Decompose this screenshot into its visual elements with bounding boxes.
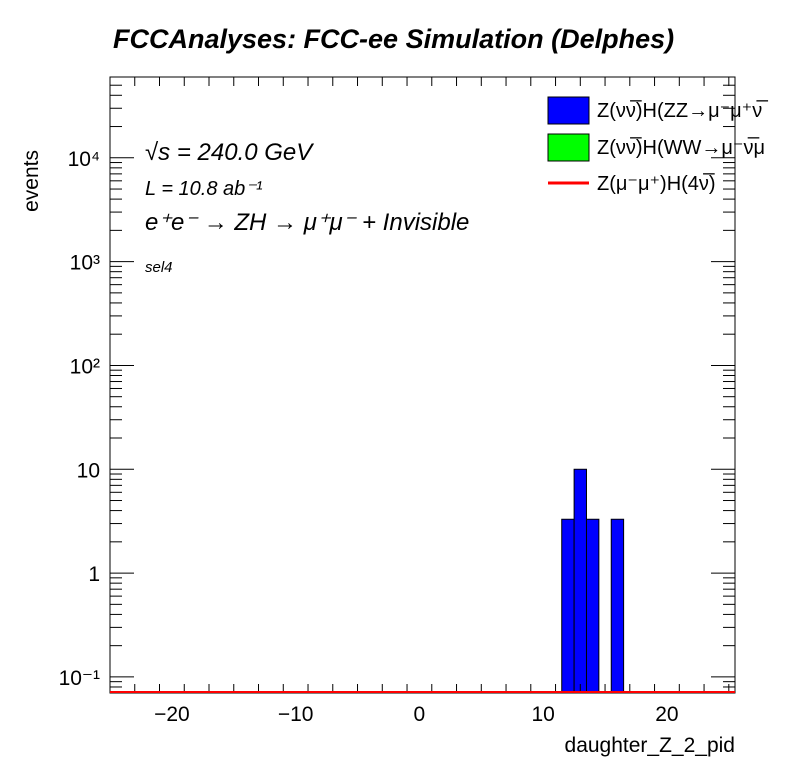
legend-label-2: Z(μ⁻μ⁺)H(4ν̅) (597, 172, 716, 195)
x-tick-label: 20 (655, 703, 678, 726)
x-tick-label: 10 (531, 703, 554, 726)
y-tick-label: 10³ (70, 252, 100, 275)
energy-annotation: √s = 240.0 GeV (145, 139, 314, 166)
x-tick-label: −20 (154, 703, 190, 726)
y-axis-ticks (110, 76, 735, 694)
plot-area (109, 76, 736, 694)
bars-layer (561, 468, 625, 694)
legend-label-1: Z(νν̅)H(WW→μ⁻ν̅μ (597, 136, 765, 159)
bar-0-0 (561, 518, 575, 694)
process-annotation: e⁺e⁻ → ZH → μ⁺μ⁻ + Invisible (145, 209, 469, 236)
plot-frame (109, 76, 736, 694)
legend-swatch-0 (547, 96, 590, 125)
lumi-annotation: L = 10.8 ab⁻¹ (145, 178, 263, 200)
x-tick-label: −10 (278, 703, 314, 726)
legend: Z(νν̅)H(ZZ→μ⁻μ⁺ν̅ Z(νν̅)H(WW→μ⁻ν̅μ Z(μ⁻μ⁺)… (547, 96, 768, 195)
chart-title: FCCAnalyses: FCC-ee Simulation (Delphes) (113, 24, 674, 54)
legend-label-0: Z(νν̅)H(ZZ→μ⁻μ⁺ν̅ (597, 99, 768, 122)
bar-0-3 (610, 518, 625, 694)
y-tick-label: 1 (88, 563, 100, 586)
y-tick-label: 10⁴ (68, 148, 100, 171)
y-tick-label: 10 (77, 459, 100, 482)
bar-0-1 (573, 468, 587, 694)
x-tick-label: 0 (414, 703, 426, 726)
x-axis-label: daughter_Z_2_pid (565, 734, 735, 757)
y-tick-label: 10⁻¹ (59, 667, 100, 690)
bar-0-2 (585, 518, 600, 694)
y-tick-labels: 10⁻¹ 1 10 10² 10³ 10⁴ (59, 148, 100, 690)
y-axis-label: events (20, 150, 43, 212)
legend-swatch-1 (547, 133, 590, 162)
annotations: √s = 240.0 GeV L = 10.8 ab⁻¹ e⁺e⁻ → ZH →… (145, 139, 469, 276)
x-tick-labels: −20 −10 0 10 20 (154, 703, 679, 726)
y-tick-label: 10² (70, 355, 100, 378)
selection-annotation: sel4 (145, 259, 173, 276)
x-axis-ticks (109, 77, 730, 693)
